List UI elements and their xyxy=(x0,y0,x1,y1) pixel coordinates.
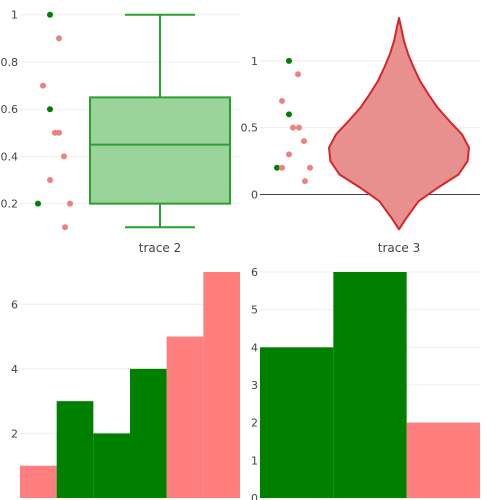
histogram-bar xyxy=(130,368,167,498)
box-plot-y-ticks: 0.2 0.4 0.6 0.8 1 xyxy=(1,9,19,211)
box-plot-points xyxy=(35,11,73,231)
data-point xyxy=(302,178,308,185)
data-point xyxy=(279,164,285,171)
y-tick-label: 0.5 xyxy=(241,122,259,135)
histogram-bar xyxy=(406,422,480,498)
histogram-bar xyxy=(56,401,94,498)
y-tick-label: 4 xyxy=(251,341,258,354)
data-point xyxy=(279,97,285,104)
histogram-left-panel: 2 4 6 xyxy=(11,272,240,498)
histogram-left-bars xyxy=(20,272,240,498)
violin-plot-y-ticks: 00.51 xyxy=(241,55,259,202)
histogram-bar xyxy=(203,272,240,498)
outlier-point xyxy=(47,11,53,18)
y-tick-label: 6 xyxy=(11,298,18,311)
data-point xyxy=(290,124,296,131)
histogram-right-y-ticks: 0 1 2 3 4 5 6 xyxy=(251,266,258,500)
y-tick-label: 5 xyxy=(251,304,258,317)
y-tick-label: 4 xyxy=(11,363,18,376)
histogram-right-bars xyxy=(260,272,480,498)
y-tick-label: 0.6 xyxy=(1,103,19,116)
violin-plot-panel: 00.51 trace 3 xyxy=(241,17,480,255)
violin-plot-shape xyxy=(328,17,470,231)
y-tick-label: 6 xyxy=(251,266,258,279)
data-point xyxy=(47,177,53,184)
data-point xyxy=(40,82,46,89)
violin-plot-points xyxy=(274,57,313,185)
y-tick-label: 2 xyxy=(251,417,258,430)
data-point xyxy=(56,35,62,42)
data-point xyxy=(295,71,301,78)
interquartile-box xyxy=(89,96,231,205)
violin-body xyxy=(328,17,470,231)
data-point xyxy=(56,129,62,136)
box-plot-box xyxy=(89,13,231,229)
y-tick-label: 0.8 xyxy=(1,56,19,69)
outlier-point xyxy=(35,200,41,207)
outlier-point xyxy=(286,111,292,118)
y-tick-label: 0.2 xyxy=(1,198,19,211)
y-tick-label: 1 xyxy=(251,454,258,467)
y-tick-label: 1 xyxy=(11,9,18,22)
data-point xyxy=(307,164,313,171)
data-point xyxy=(301,138,307,145)
violin-category-label: trace 3 xyxy=(378,241,420,255)
data-point xyxy=(67,200,73,207)
y-tick-label: 0 xyxy=(251,189,258,202)
box-plot-panel: 0.2 0.4 0.6 0.8 1 trace 2 xyxy=(1,9,240,255)
histogram-bar xyxy=(260,347,334,498)
y-tick-label: 2 xyxy=(11,427,18,440)
histogram-right-panel: 0 1 2 3 4 5 6 xyxy=(251,266,480,500)
y-tick-label: 3 xyxy=(251,379,258,392)
histogram-bar xyxy=(333,272,407,498)
outlier-point xyxy=(47,106,53,113)
data-point xyxy=(62,224,68,231)
histogram-bar xyxy=(20,465,57,498)
outlier-point xyxy=(286,57,292,64)
histogram-left-y-ticks: 2 4 6 xyxy=(11,298,18,440)
histogram-bar xyxy=(93,433,130,498)
y-tick-label: 1 xyxy=(251,55,258,68)
histogram-bar xyxy=(166,336,204,498)
outlier-point xyxy=(274,164,280,171)
data-point xyxy=(286,151,292,158)
y-tick-label: 0 xyxy=(251,492,258,500)
y-tick-label: 0.4 xyxy=(1,150,19,163)
box-category-label: trace 2 xyxy=(139,241,181,255)
data-point xyxy=(296,124,302,131)
data-point xyxy=(61,153,67,160)
